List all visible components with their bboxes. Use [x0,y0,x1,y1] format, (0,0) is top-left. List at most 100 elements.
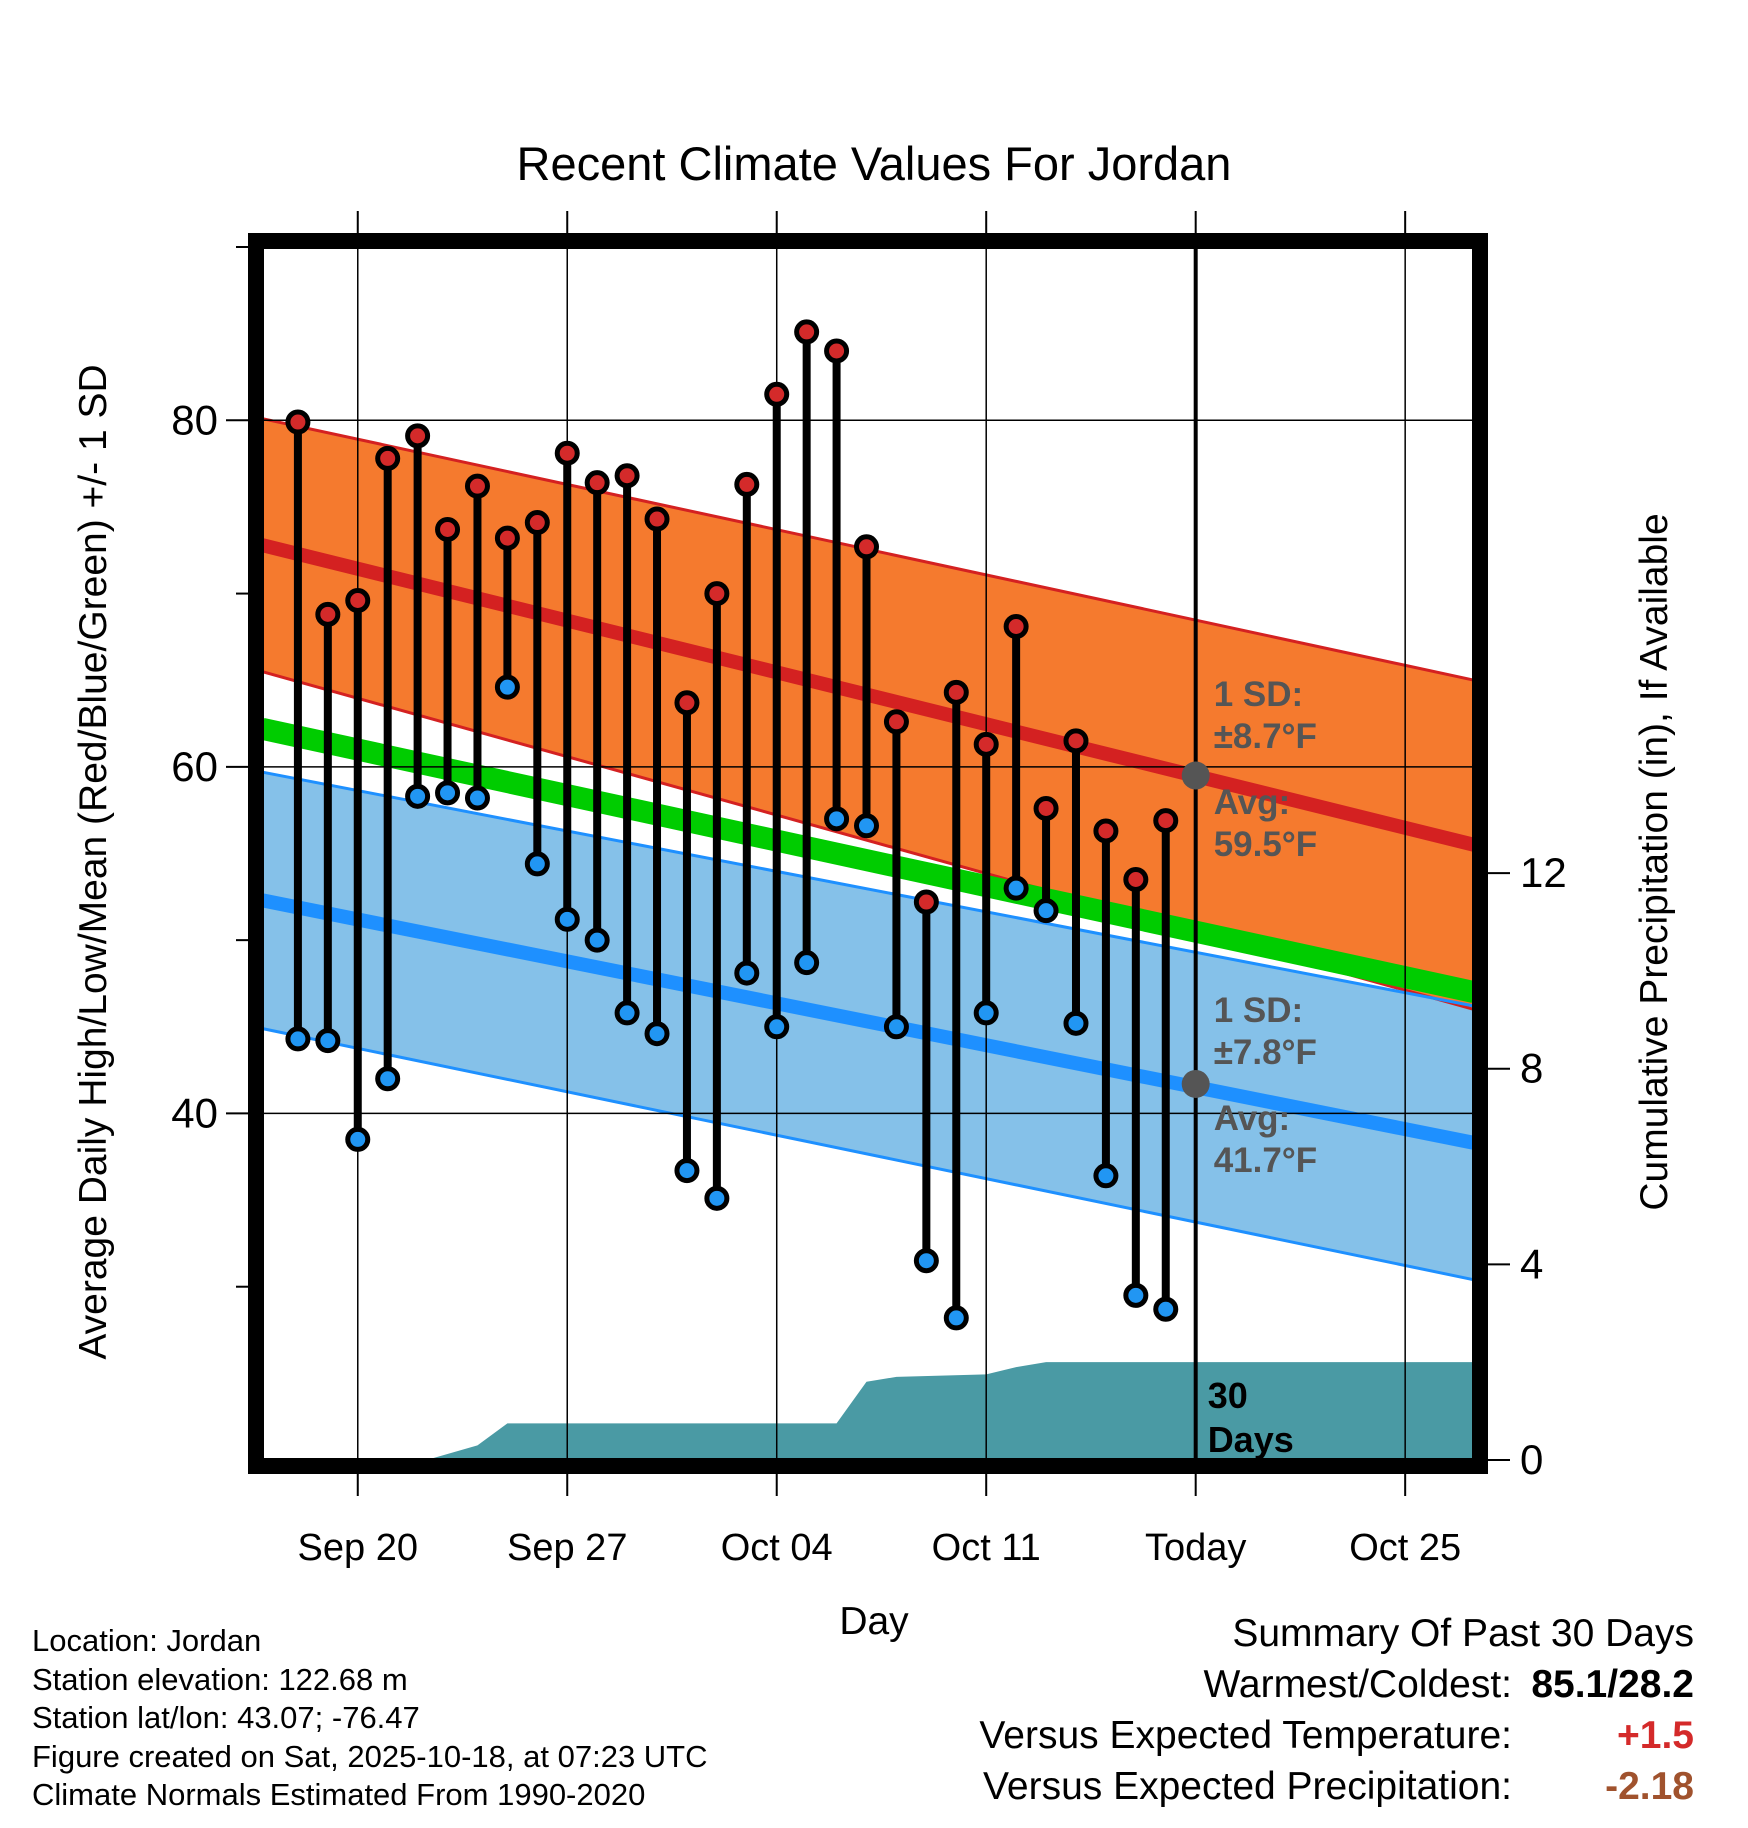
y-axis-label-left: Average Daily High/Low/Mean (Red/Blue/Gr… [72,364,115,1359]
daily-low-point [854,813,880,839]
daily-high-point [943,679,969,705]
mean-normal-line [259,717,1477,1003]
daily-high-point [494,525,520,551]
daily-low-point [405,783,431,809]
daily-high-point [584,470,610,496]
y-right-tick-label: 0 [1520,1436,1543,1483]
location-text: Location: Jordan [32,1623,262,1658]
daily-high-point [704,581,730,607]
daily-high-point [764,381,790,407]
summary-warm-row: Warmest/Coldest: 85.1/28.2 [979,1659,1694,1710]
daily-low-point [883,1014,909,1040]
y-left-tick-label: 40 [171,1089,218,1136]
x-tick-label: Oct 11 [932,1527,1041,1569]
daily-range-stems [293,331,1170,1318]
daily-high-point [435,516,461,542]
daily-low-point [285,1026,311,1052]
daily-high-point [1123,866,1149,892]
high-sd-label: 1 SD: [1214,675,1303,714]
daily-low-point [554,906,580,932]
cumulative-precip-area [262,1362,1474,1460]
y-right-tick-label: 8 [1520,1045,1543,1092]
daily-low-point [1153,1296,1179,1322]
daily-high-point [285,409,311,435]
daily-high-point [674,690,700,716]
daily-low-point [1003,875,1029,901]
x-tick-label: Oct 25 [1349,1527,1461,1569]
daily-high-point [794,319,820,345]
low-sd-label: 1 SD: [1214,991,1303,1030]
x-tick-label: Sep 20 [298,1527,418,1569]
precipitation-area [262,1362,1474,1460]
days-count-label: 30 [1208,1375,1248,1416]
today-low-avg-marker [1181,1069,1210,1098]
high-avg-label: Avg: [1214,783,1290,822]
daily-low-point [315,1028,341,1054]
daily-high-point [464,473,490,499]
daily-low-point [345,1126,371,1152]
daily-high-point [644,506,670,532]
daily-high-point [1093,818,1119,844]
high-sd-value: ±8.7°F [1214,717,1317,756]
daily-low-point [943,1305,969,1331]
daily-low-point [913,1248,939,1274]
summary-panel: Summary Of Past 30 Days Warmest/Coldest:… [979,1608,1694,1812]
warm-label: Warmest/Coldest: [1203,1663,1512,1706]
daily-high-point [854,534,880,560]
low-sd-upper-edge [261,770,1475,1008]
daily-high-point [345,588,371,614]
low-sd-value: ±7.8°F [1214,1033,1317,1072]
low-avg-value: 41.7°F [1214,1141,1318,1180]
latlon-text: Station lat/lon: 43.07; -76.47 [32,1700,420,1735]
daily-low-point [824,806,850,832]
warm-value: 85.1/28.2 [1531,1663,1694,1706]
precip-label: Versus Expected Precipitation: [983,1765,1512,1808]
daily-low-point [524,851,550,877]
normals-text: Climate Normals Estimated From 1990-2020 [32,1777,646,1812]
high-avg-value: 59.5°F [1214,825,1318,864]
elevation-text: Station elevation: 122.68 m [32,1661,408,1697]
daily-low-point [973,1000,999,1026]
daily-low-point [494,674,520,700]
daily-high-point [1063,728,1089,754]
x-tick-label: Today [1145,1527,1246,1569]
daily-low-point [584,927,610,953]
y-axis-label-right: Cumulative Precipitation (in), If Availa… [1633,513,1676,1210]
daily-dots [285,319,1179,1331]
daily-low-point [614,1000,640,1026]
daily-high-point [405,423,431,449]
x-tick-label: Oct 04 [721,1527,833,1569]
summary-temp-row: Versus Expected Temperature: +1.5 [979,1710,1694,1761]
daily-low-point [734,960,760,986]
daily-high-point [315,601,341,627]
low-normal-line [260,893,1476,1150]
y-right-tick-label: 12 [1520,849,1567,896]
daily-low-point [435,780,461,806]
daily-high-point [375,445,401,471]
daily-low-point [644,1021,670,1047]
today-high-avg-marker [1181,761,1210,790]
daily-high-point [883,709,909,735]
daily-high-point [614,463,640,489]
summary-title: Summary Of Past 30 Days [1232,1612,1694,1655]
y-right-tick-label: 4 [1520,1240,1543,1287]
daily-high-point [1153,808,1179,834]
daily-high-point [1033,795,1059,821]
daily-high-point [554,440,580,466]
x-axis-label: Day [839,1600,909,1643]
chart-title: Recent Climate Values For Jordan [517,137,1232,190]
low-avg-label: Avg: [1214,1099,1290,1138]
daily-high-point [524,510,550,536]
created-text: Figure created on Sat, 2025-10-18, at 07… [32,1738,708,1774]
daily-high-point [973,731,999,757]
daily-high-point [734,471,760,497]
daily-low-point [1093,1163,1119,1189]
daily-low-point [464,785,490,811]
daily-low-point [794,950,820,976]
daily-high-point [913,889,939,915]
daily-low-point [1123,1282,1149,1308]
daily-low-point [375,1066,401,1092]
plot-frame [248,233,1488,1474]
